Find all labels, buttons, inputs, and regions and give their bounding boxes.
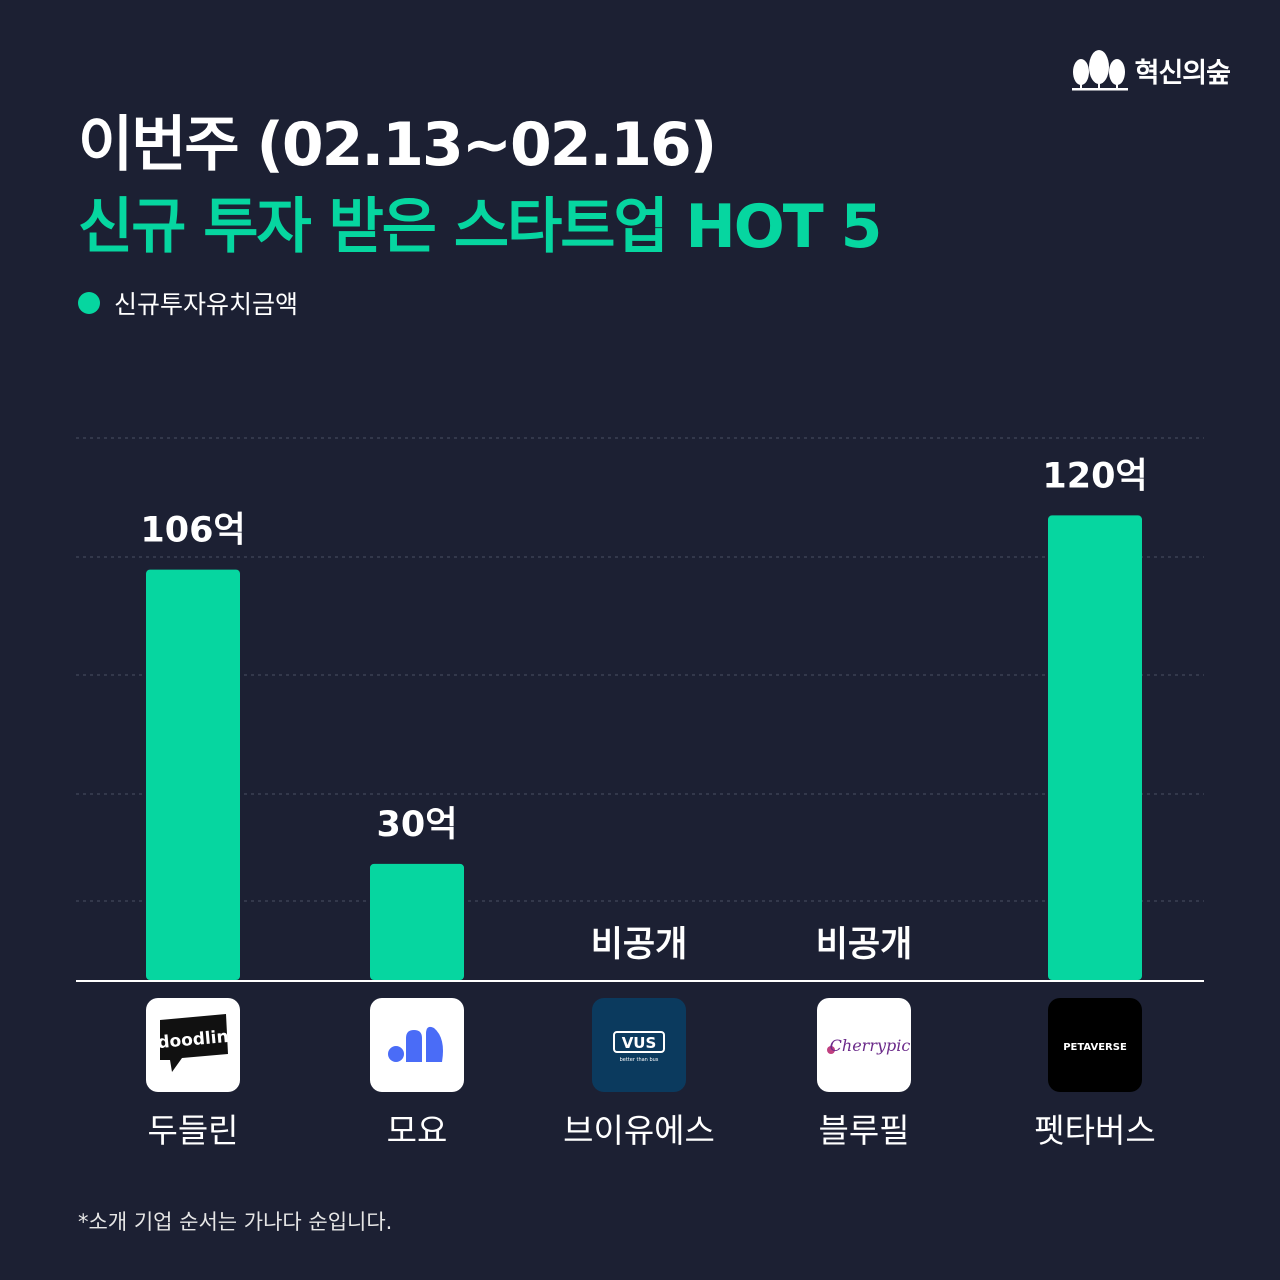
category-label-5: 펫타버스 [1034,1111,1155,1150]
data-label-1: 106억 [140,511,245,551]
category-label-1: 두들린 [147,1111,238,1150]
footnote: *소개 기업 순서는 가나다 순입니다. [78,1210,393,1234]
legend-label: 신규투자유치금액 [114,290,299,319]
forest-trees-icon [1071,50,1128,91]
logo-text-5: PETAVERSE [1063,1042,1127,1053]
moyo-wave-icon [426,1026,443,1062]
moyo-dot-icon [388,1046,404,1062]
data-label-3: 비공개 [591,925,688,965]
brand-logo: 혁신의숲 [1071,48,1231,92]
chart-legend: 신규투자유치금액 [78,285,298,321]
logo-subtext-3: better than bus [620,1057,659,1063]
company-logo-5 [1048,998,1142,1092]
category-label-3: 브이유에스 [563,1111,715,1150]
page-title: 이번주 (02.13~02.16) [78,110,717,180]
legend-swatch [78,292,100,314]
company-logo-4 [817,998,911,1092]
data-label-2: 30억 [377,805,458,845]
doodlin-speech-icon [160,1014,228,1072]
bar-2 [370,863,464,980]
vus-frame-icon [613,1031,665,1053]
category-label-4: 블루필 [818,1111,909,1150]
brand-name: 혁신의숲 [1134,57,1231,89]
data-label-4: 비공개 [816,925,913,965]
logo-text-3: VUS [622,1034,657,1052]
logo-text-4: Cherrypic [830,1036,911,1055]
category-label-2: 모요 [387,1111,448,1150]
page-subtitle: 신규 투자 받은 스타트업 HOT 5 [78,192,882,262]
cherry-icon [827,1046,835,1054]
bar-1 [146,569,240,980]
company-logo-3 [592,998,686,1092]
bar-5 [1048,515,1142,980]
data-label-5: 120억 [1042,456,1147,496]
moyo-arch-icon [406,1030,422,1062]
